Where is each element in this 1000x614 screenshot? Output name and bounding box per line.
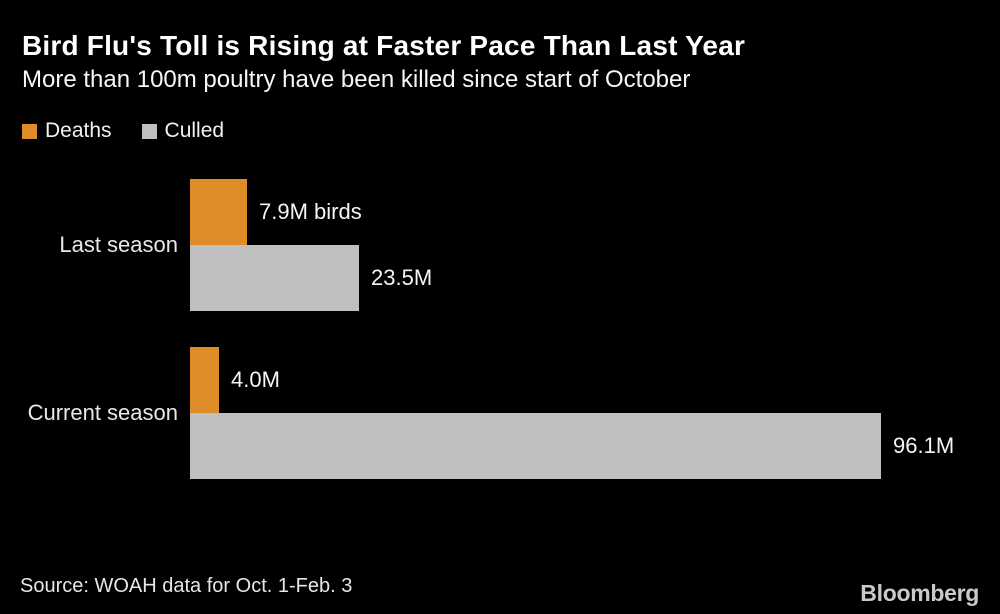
- bar-deaths-current-season: [190, 347, 219, 413]
- legend-label-deaths: Deaths: [45, 119, 112, 142]
- bar-culled-last-season: [190, 245, 359, 311]
- value-label-culled-last-season: 23.5M: [371, 265, 433, 290]
- bloomberg-logo: Bloomberg: [860, 580, 979, 606]
- chart-subtitle: More than 100m poultry have been killed …: [22, 66, 691, 93]
- chart-title: Bird Flu's Toll is Rising at Faster Pace…: [22, 30, 746, 61]
- bar-row-current-season-deaths: 4.0M: [190, 347, 1000, 413]
- legend-item-culled: Culled: [141, 119, 225, 143]
- source-note: Source: WOAH data for Oct. 1-Feb. 3: [20, 575, 353, 597]
- category-label-last-season: Last season: [59, 232, 178, 257]
- deaths-swatch-icon: [22, 123, 37, 139]
- legend: Deaths Culled: [22, 119, 224, 143]
- bar-row-last-season-culled: 23.5M: [190, 245, 1000, 311]
- value-label-culled-current-season: 96.1M: [893, 433, 955, 458]
- bar-culled-current-season: [190, 413, 881, 479]
- bar-row-current-season-culled: 96.1M: [190, 413, 1000, 479]
- value-label-deaths-current-season: 4.0M: [231, 367, 280, 392]
- category-label-current-season: Current season: [27, 400, 178, 425]
- value-label-deaths-last-season: 7.9M birds: [259, 199, 362, 224]
- culled-swatch-icon: [141, 123, 157, 139]
- bar-row-last-season-deaths: 7.9M birds: [190, 179, 1000, 245]
- legend-item-deaths: Deaths: [22, 119, 112, 143]
- bar-deaths-last-season: [190, 179, 247, 245]
- legend-label-culled: Culled: [164, 119, 225, 142]
